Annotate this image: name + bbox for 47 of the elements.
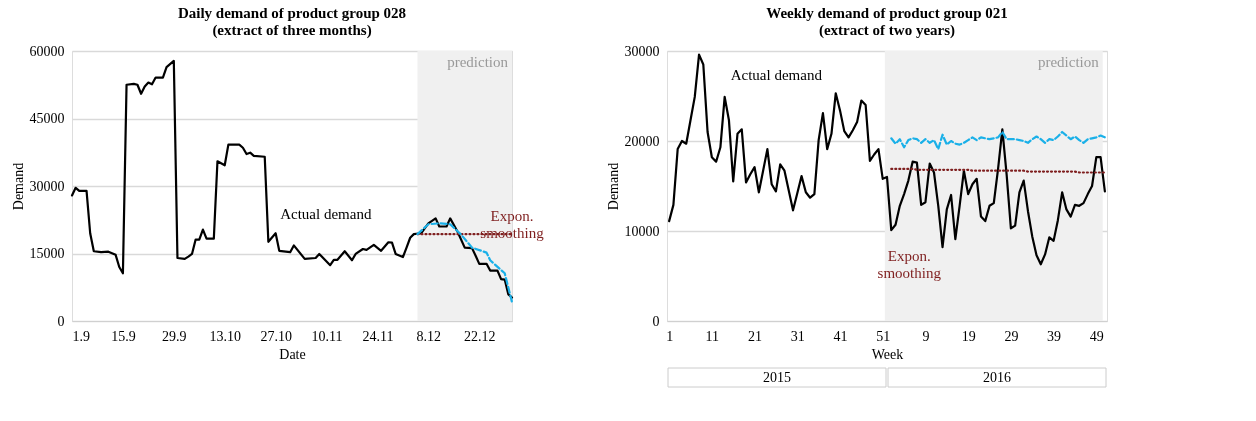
chart-subtitle: (extract of three months): [212, 22, 372, 39]
x-tick-label: 22.12: [464, 328, 496, 344]
band-label: prediction: [1037, 54, 1100, 70]
x-tick-label: 21: [748, 328, 763, 344]
x-axis-title: Date: [279, 346, 306, 362]
x-tick-label: 19: [961, 328, 976, 344]
x-tick-label: 13.10: [209, 328, 241, 344]
y-tick-label: 0: [652, 313, 660, 329]
x-tick-label: 1.9: [72, 328, 90, 344]
y-tick-label: 20000: [624, 133, 660, 149]
y-tick-label: 30000: [29, 178, 65, 194]
y-tick-label: 45000: [29, 111, 65, 126]
x-tick-label: 39: [1047, 328, 1062, 344]
y-axis-title: Demand: [605, 162, 621, 211]
x-tick-label: 49: [1089, 328, 1104, 344]
chart-title: Daily demand of product group 028: [177, 5, 407, 21]
text: 2015: [763, 370, 791, 385]
y-tick-label: 0: [57, 313, 65, 329]
x-tick-label: 10.11: [311, 328, 343, 344]
chart-title: Weekly demand of product group 021: [766, 5, 1008, 21]
line-series: [668, 53, 1106, 266]
x-tick-label: 31: [790, 328, 805, 344]
x-tick-label: 24.11: [362, 328, 394, 344]
y-tick-label: 10000: [624, 223, 660, 239]
y-tick-label: 60000: [29, 43, 65, 59]
line-series: [890, 130, 1106, 151]
x-tick-label: 29: [1004, 328, 1019, 344]
series-label: Expon. smoothing: [480, 208, 545, 242]
x-tick-label: 11: [705, 328, 720, 344]
x-tick-label: 8.12: [416, 328, 442, 344]
x-axis-title: Week: [871, 346, 904, 362]
x-tick-label: 27.10: [260, 328, 292, 344]
series-label: Actual demand: [280, 206, 372, 223]
y-tick-label: 30000: [624, 43, 660, 59]
series-label: Actual demand: [730, 66, 823, 83]
text: Expon. smoothing: [877, 247, 942, 281]
x-tick-label: 41: [833, 328, 848, 344]
y-axis-title: Demand: [10, 162, 26, 211]
x-tick-label: 29.9: [162, 328, 187, 344]
chart-subtitle: (extract of two years): [818, 22, 956, 39]
text: 2016: [983, 370, 1011, 385]
x-tick-label: 1: [666, 328, 674, 344]
x-tick-label: 9: [922, 328, 930, 344]
x-tick-label: 15.9: [111, 328, 136, 344]
x-tick-label: 51: [876, 328, 891, 344]
y-tick-label: 15000: [29, 246, 65, 261]
band-label: prediction: [447, 54, 509, 70]
